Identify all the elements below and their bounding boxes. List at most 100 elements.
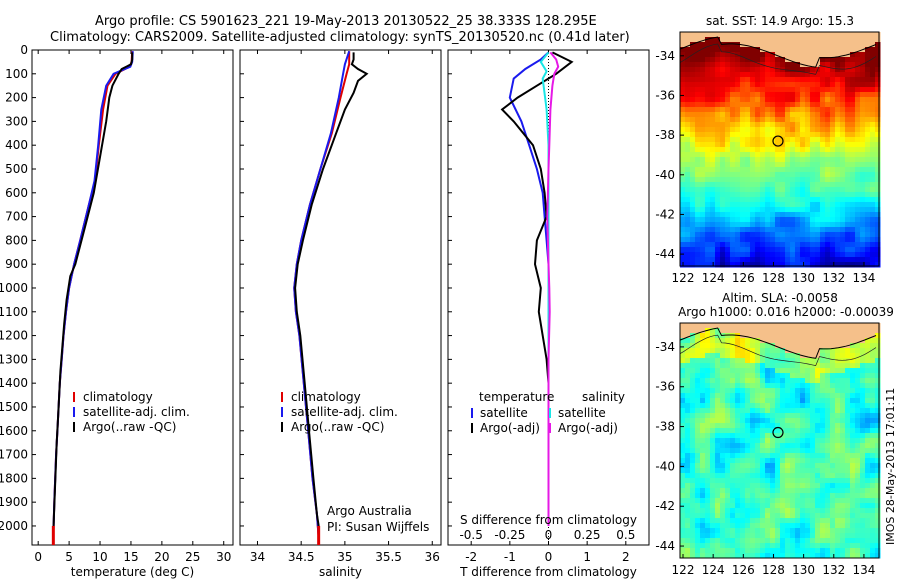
map-cell: [695, 438, 701, 444]
map-cell: [875, 177, 881, 183]
map-cell: [850, 523, 856, 529]
map-cell: [870, 162, 876, 168]
legend-label: climatology: [83, 390, 153, 404]
map-cell: [855, 127, 861, 133]
map-cell: [715, 378, 721, 384]
map-cell: [705, 157, 711, 163]
map-cell: [725, 483, 731, 489]
map-cell: [765, 197, 771, 203]
map-cell: [690, 202, 696, 208]
map-cell: [855, 378, 861, 384]
map-cell: [785, 72, 791, 78]
map-cell: [700, 157, 706, 163]
map-cell: [685, 117, 691, 123]
map-cell: [790, 142, 796, 148]
map-cell: [875, 112, 881, 118]
map-cell: [725, 328, 731, 334]
map-cell: [760, 197, 766, 203]
map-cell: [795, 232, 801, 238]
map-cell: [805, 122, 811, 128]
map-cell: [860, 122, 866, 128]
map-cell: [825, 97, 831, 103]
map-cell: [715, 37, 721, 43]
map-cell: [815, 448, 821, 454]
map-cell: [875, 413, 881, 419]
map-cell: [765, 222, 771, 228]
map-cell: [685, 222, 691, 228]
map-cell: [805, 393, 811, 399]
map-cell: [695, 32, 701, 38]
map-cell: [790, 353, 796, 359]
map-cell: [815, 52, 821, 58]
map-cell: [795, 127, 801, 133]
map-cell: [790, 137, 796, 143]
map-cell: [810, 42, 816, 48]
map-cell: [740, 403, 746, 409]
map-cell: [680, 343, 686, 349]
map-cell: [825, 222, 831, 228]
map-cell: [695, 363, 701, 369]
map-cell: [680, 538, 686, 544]
map-cell: [745, 132, 751, 138]
map-cell: [815, 503, 821, 509]
map-cell: [810, 483, 816, 489]
map-cell: [810, 167, 816, 173]
map-x-tick-label: 132: [822, 271, 845, 285]
map-cell: [805, 127, 811, 133]
sst-map-field: [680, 32, 881, 268]
map-cell: [815, 348, 821, 354]
difference-profile-xlabel: T difference from climatology: [459, 565, 637, 579]
map-cell: [735, 443, 741, 449]
map-cell: [795, 483, 801, 489]
map-cell: [740, 438, 746, 444]
map-cell: [835, 147, 841, 153]
map-cell: [680, 52, 686, 58]
map-cell: [680, 438, 686, 444]
map-cell: [775, 488, 781, 494]
map-cell: [690, 217, 696, 223]
map-cell: [855, 363, 861, 369]
map-cell: [870, 423, 876, 429]
map-cell: [840, 92, 846, 98]
map-cell: [815, 323, 821, 329]
map-cell: [680, 137, 686, 143]
map-cell: [745, 378, 751, 384]
map-cell: [765, 383, 771, 389]
map-cell: [835, 483, 841, 489]
map-cell: [795, 423, 801, 429]
map-cell: [695, 167, 701, 173]
map-cell: [710, 513, 716, 519]
map-y-tick-label: -34: [655, 340, 675, 354]
map-cell: [750, 217, 756, 223]
map-cell: [865, 227, 871, 233]
map-cell: [750, 463, 756, 469]
map-cell: [795, 212, 801, 218]
map-cell: [830, 197, 836, 203]
map-cell: [755, 97, 761, 103]
x-tick-label: 1: [583, 550, 591, 564]
map-cell: [785, 262, 791, 268]
map-cell: [815, 187, 821, 193]
map-cell: [725, 242, 731, 248]
map-cell: [815, 127, 821, 133]
map-cell: [780, 423, 786, 429]
map-cell: [710, 538, 716, 544]
map-cell: [845, 162, 851, 168]
map-cell: [725, 107, 731, 113]
map-cell: [800, 157, 806, 163]
map-cell: [835, 172, 841, 178]
map-cell: [830, 518, 836, 524]
map-cell: [775, 398, 781, 404]
map-cell: [790, 217, 796, 223]
map-cell: [680, 177, 686, 183]
map-cell: [805, 358, 811, 364]
map-cell: [725, 508, 731, 514]
map-cell: [875, 32, 881, 38]
map-cell: [845, 488, 851, 494]
map-cell: [775, 132, 781, 138]
map-cell: [750, 413, 756, 419]
map-cell: [725, 473, 731, 479]
map-cell: [835, 62, 841, 68]
map-cell: [680, 323, 686, 329]
